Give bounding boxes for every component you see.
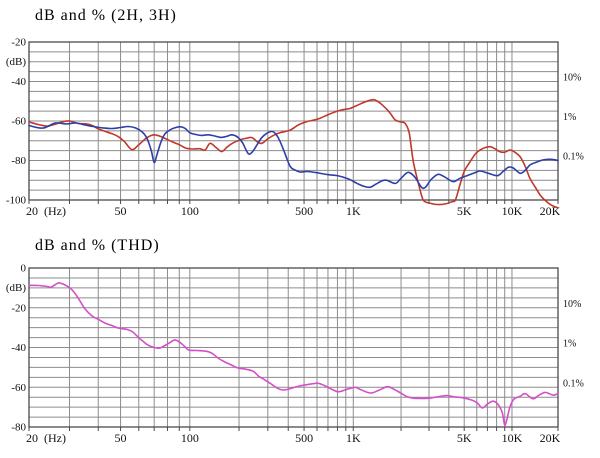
percent-tick-label: 1% — [563, 112, 576, 123]
y-tick-label: -80 — [11, 422, 26, 434]
x-tick-label: 10K — [502, 204, 523, 218]
x-tick-label: 500 — [295, 431, 313, 445]
percent-axis-labels: 10% 1% 0.1% — [563, 299, 584, 390]
x-axis-labels: 20 50 100 500 1K 5K 10K 20K (Hz) — [26, 431, 561, 445]
x-tick-label: 1K — [346, 431, 361, 445]
x-tick-label: 20 — [26, 204, 38, 218]
y-tick-label: -20 — [11, 302, 26, 314]
x-axis-unit-label: (Hz) — [44, 204, 66, 218]
thd-chart: 0 -20 -40 -60 -80 (dB) 10% 1% 0.1% 20 50 100 500 1K 5K… — [6, 263, 584, 446]
x-tick-label: 10K — [502, 431, 523, 445]
y-axis-labels: 0 -20 -40 -60 -80 (dB) — [6, 263, 27, 434]
v-gridlines — [28, 268, 559, 431]
x-tick-label: 20K — [540, 204, 561, 218]
percent-tick-label: 10% — [563, 299, 581, 310]
plot-border — [28, 41, 559, 201]
percent-axis-labels: 10% 1% 0.1% — [563, 73, 584, 163]
y-tick-label: -80 — [11, 155, 26, 167]
percent-tick-label: 10% — [563, 73, 581, 84]
y-tick-label: -40 — [11, 342, 26, 354]
thd-chart-title: dB and % (THD) — [35, 237, 160, 254]
x-tick-label: 5K — [457, 431, 472, 445]
series-curve-THD — [28, 282, 559, 426]
x-tick-label: 1K — [346, 204, 361, 218]
y-tick-label: -20 — [11, 37, 26, 49]
x-tick-label: 100 — [181, 204, 199, 218]
y-axis-unit-label: (dB) — [6, 56, 27, 68]
y-axis-unit-label: (dB) — [6, 282, 27, 294]
x-tick-label: 50 — [115, 204, 127, 218]
percent-tick-label: 1% — [563, 339, 576, 350]
h-gridlines — [29, 41, 558, 201]
plot-border — [28, 267, 559, 428]
x-tick-label: 5K — [457, 204, 472, 218]
x-tick-label: 100 — [181, 431, 199, 445]
x-tick-label: 50 — [115, 431, 127, 445]
x-tick-label: 500 — [295, 204, 313, 218]
y-tick-label: -60 — [11, 382, 26, 394]
x-tick-label: 20K — [540, 431, 561, 445]
x-tick-label: 20 — [26, 431, 38, 445]
harmonics-chart: -20 -40 -60 -80 -100 (dB) 10% 1% 0.1% 20 50 100 500 1… — [6, 37, 584, 219]
y-tick-label: 0 — [21, 263, 27, 275]
x-axis-labels: 20 50 100 500 1K 5K 10K 20K (Hz) — [26, 204, 561, 218]
y-axis-labels: -20 -40 -60 -80 -100 (dB) — [6, 37, 27, 207]
series-curve-3H — [28, 122, 559, 190]
y-tick-label: -60 — [11, 116, 26, 128]
y-tick-label: -100 — [6, 195, 27, 207]
harmonics-chart-title: dB and % (2H, 3H) — [35, 7, 177, 24]
percent-tick-label: 0.1% — [563, 152, 584, 163]
x-axis-unit-label: (Hz) — [44, 431, 66, 445]
series-curve-2H — [28, 98, 559, 209]
v-gridlines — [28, 42, 559, 204]
percent-tick-label: 0.1% — [563, 378, 584, 389]
y-tick-label: -40 — [11, 76, 26, 88]
